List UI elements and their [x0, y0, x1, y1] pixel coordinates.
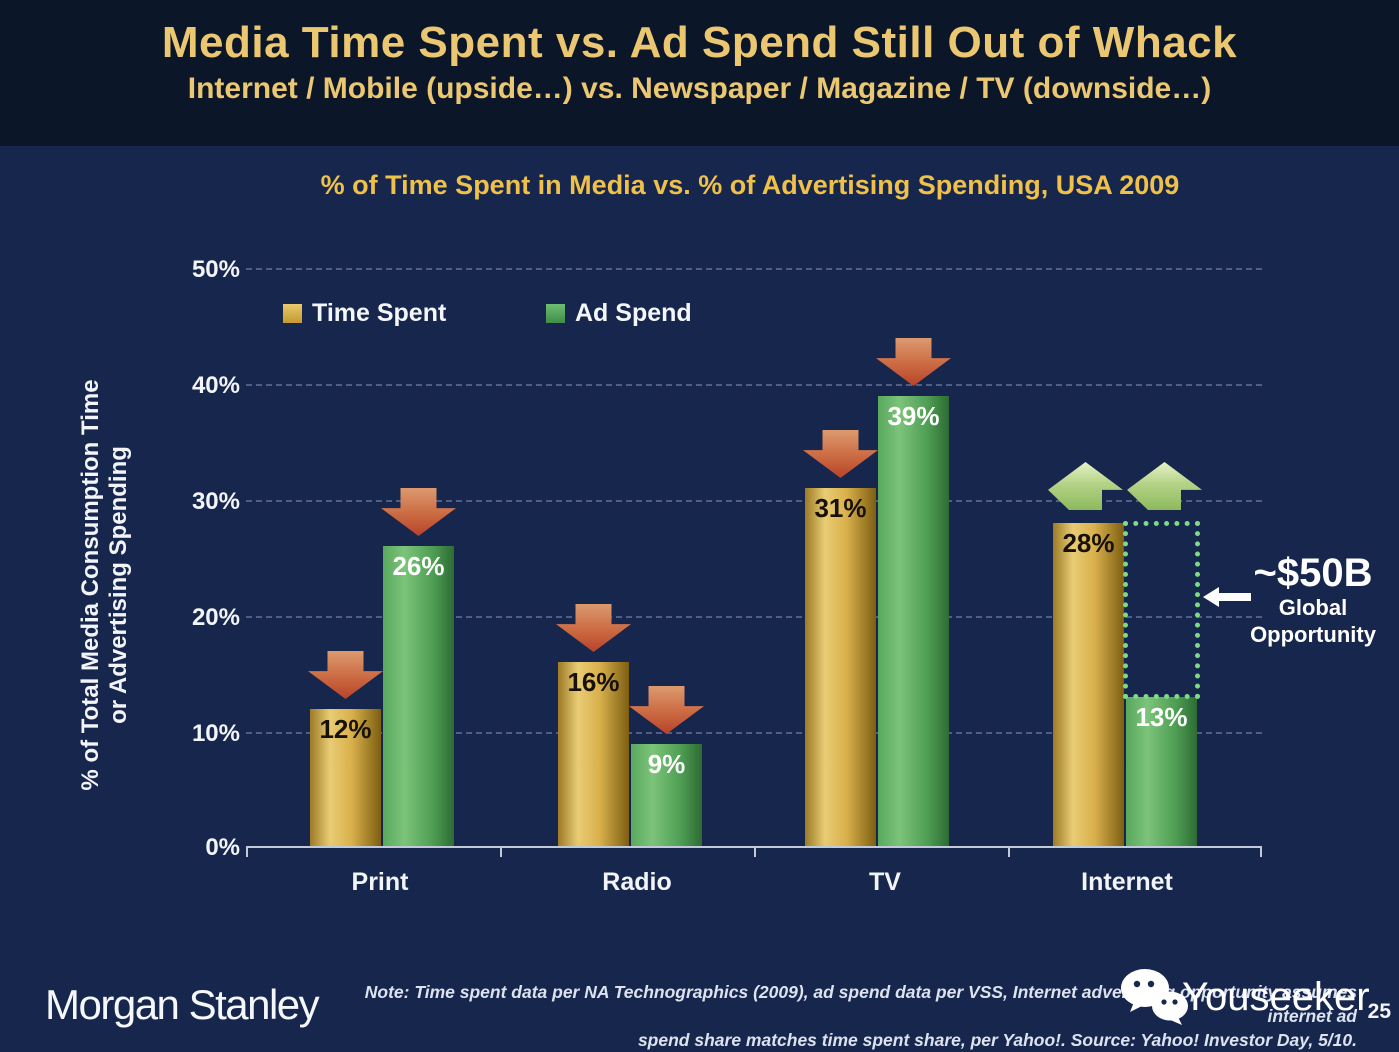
- x-axis-tick: [1260, 848, 1262, 857]
- y-tick-50: 50%: [191, 256, 240, 283]
- legend-label-time-spent: Time Spent: [312, 299, 447, 327]
- chart-title: % of Time Spent in Media vs. % of Advert…: [320, 170, 1180, 200]
- x-label-internet: Internet: [1081, 868, 1173, 896]
- gridline-30: [246, 500, 1262, 502]
- x-axis-line: [246, 846, 1262, 848]
- up-arrow-icon: [1127, 462, 1202, 510]
- up-arrow-icon: [1048, 462, 1123, 510]
- x-label-print: Print: [351, 868, 409, 896]
- x-label-tv: TV: [869, 868, 901, 896]
- down-arrow-icon: [876, 338, 951, 386]
- legend-label-ad-spend: Ad Spend: [575, 299, 692, 327]
- bar-value-label: 28%: [1062, 528, 1115, 558]
- x-axis-tick: [754, 848, 756, 857]
- left-arrow-icon: [1203, 585, 1251, 614]
- gridline-10: [246, 732, 1262, 734]
- bar-value-label: 31%: [814, 493, 867, 523]
- opportunity-label-line2: Opportunity: [1250, 622, 1376, 647]
- y-axis-label-line1: % of Total Media Consumption Time: [77, 379, 104, 791]
- down-arrow-icon: [308, 651, 383, 699]
- source-note-line1: Note: Time spent data per NA Technograph…: [364, 982, 1357, 1026]
- x-label-radio: Radio: [602, 868, 672, 896]
- opportunity-value: ~$50B: [1253, 551, 1373, 595]
- y-tick-30: 30%: [191, 488, 240, 515]
- legend-ad-spend: Ad Spend: [546, 299, 692, 328]
- x-axis-tick: [1008, 848, 1010, 857]
- bar-value-label: 12%: [319, 714, 372, 744]
- watermark-text: Youseeker: [1182, 974, 1370, 1019]
- opportunity-label-line1: Global: [1278, 595, 1348, 620]
- x-axis-tick: [500, 848, 502, 857]
- opportunity-label: Global Opportunity: [1233, 594, 1393, 648]
- legend-time-spent: Time Spent: [283, 299, 446, 328]
- bar-value-label: 39%: [887, 401, 940, 431]
- slide-title: Media Time Spent vs. Ad Spend Still Out …: [161, 18, 1238, 67]
- y-tick-10: 10%: [191, 720, 240, 747]
- x-axis-tick: [246, 848, 248, 857]
- bar-value-label: 13%: [1135, 702, 1188, 732]
- page-number: 25: [1367, 1000, 1391, 1023]
- chat-bubbles-icon: [1121, 969, 1188, 1025]
- watermark: Youseeker: [1118, 968, 1370, 1026]
- down-arrow-icon: [556, 604, 631, 652]
- down-arrow-icon: [803, 430, 878, 478]
- source-note: Note: Time spent data per NA Technograph…: [297, 980, 1357, 1052]
- ad-spend-swatch-icon: [546, 304, 565, 323]
- slide-header: Media Time Spent vs. Ad Spend Still Out …: [0, 0, 1399, 146]
- y-tick-20: 20%: [191, 604, 240, 631]
- y-tick-40: 40%: [191, 372, 240, 399]
- bar-value-label: 9%: [647, 749, 686, 779]
- time-spent-swatch-icon: [283, 304, 302, 323]
- bar-value-label: 26%: [392, 551, 445, 581]
- gridline-50: [246, 268, 1262, 270]
- morgan-stanley-logo: Morgan Stanley: [45, 981, 320, 1028]
- y-tick-0: 0%: [205, 834, 240, 861]
- opportunity-outline: [1123, 521, 1200, 699]
- source-note-line2: spend share matches time spent share, pe…: [637, 1030, 1357, 1050]
- down-arrow-icon: [381, 488, 456, 536]
- y-axis-label-line2: or Advertising Spending: [105, 446, 132, 724]
- slide-subtitle: Internet / Mobile (upside…) vs. Newspape…: [187, 72, 1212, 105]
- gridline-20: [246, 616, 1262, 618]
- gridline-40: [246, 384, 1262, 386]
- down-arrow-icon: [629, 686, 704, 734]
- bar-value-label: 16%: [567, 667, 620, 697]
